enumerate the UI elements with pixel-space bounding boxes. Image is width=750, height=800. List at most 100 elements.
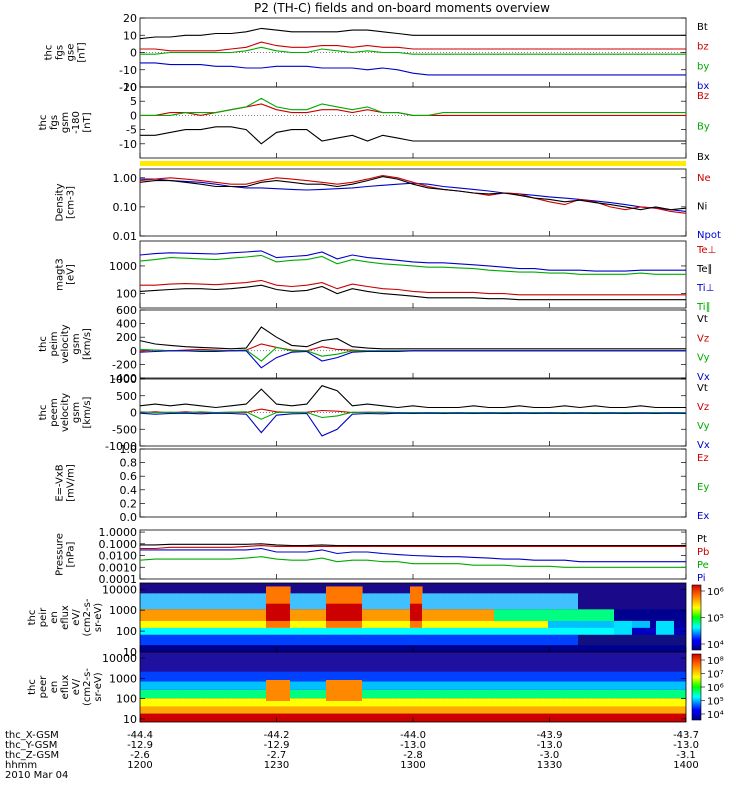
spec-cell	[524, 652, 531, 672]
spec-cell	[164, 681, 171, 690]
spec-cell	[356, 645, 363, 652]
spec-cell	[398, 681, 405, 690]
series-line-1	[140, 545, 686, 550]
series-line-1	[140, 41, 686, 52]
spec-cell	[644, 698, 651, 707]
spec-cell	[242, 706, 249, 714]
spec-cell	[350, 713, 357, 722]
x-row-value: -44.0	[400, 730, 426, 741]
spectrogram-8	[140, 583, 686, 652]
spec-cell	[308, 634, 315, 646]
spec-cell	[626, 689, 633, 699]
spec-cell	[446, 671, 453, 682]
spec-cell	[650, 713, 657, 722]
spec-cell	[266, 680, 273, 701]
spec-cell	[530, 609, 537, 621]
spec-cell	[536, 652, 543, 672]
y-tick-label: 0.01	[113, 230, 138, 243]
spec-cell	[374, 634, 381, 646]
spec-cell	[260, 652, 267, 672]
spec-cell	[242, 689, 249, 699]
spec-cell	[584, 706, 591, 714]
spec-cell	[350, 603, 357, 621]
spec-cell	[584, 652, 591, 672]
spec-cell	[236, 713, 243, 722]
spec-cell	[554, 681, 561, 690]
spec-cell	[386, 713, 393, 722]
spec-cell	[338, 652, 345, 672]
spec-cell	[596, 593, 603, 610]
legend-entry: Ex	[697, 511, 709, 522]
series-line-2	[140, 279, 686, 296]
spec-cell	[494, 593, 501, 610]
spec-cell	[452, 706, 459, 714]
y-tick-label: -10	[119, 64, 137, 77]
spec-cell	[254, 609, 261, 621]
spec-cell	[164, 671, 171, 682]
spec-cell	[380, 609, 387, 621]
spec-cell	[272, 680, 279, 701]
spec-cell	[194, 681, 201, 690]
x-axis-date: 2010 Mar 04	[5, 770, 68, 781]
spec-cell	[290, 671, 297, 682]
spec-cell	[182, 681, 189, 690]
spec-cell	[602, 652, 609, 672]
spec-cell	[194, 706, 201, 714]
spec-cell	[572, 609, 579, 621]
spec-cell	[164, 689, 171, 699]
spec-cell	[308, 698, 315, 707]
series-line-1	[139, 174, 687, 214]
spec-cell	[434, 698, 441, 707]
spec-cell	[464, 698, 471, 707]
y-axis-label: velocity	[60, 393, 71, 432]
spec-cell	[596, 671, 603, 682]
spec-cell	[560, 706, 567, 714]
spec-cell	[230, 609, 237, 621]
panel-frame	[139, 448, 687, 518]
spec-cell	[266, 652, 273, 672]
y-axis-label: en	[49, 611, 60, 624]
spec-cell	[590, 698, 597, 707]
spec-cell	[644, 593, 651, 610]
spec-cell	[512, 698, 519, 707]
spec-cell	[398, 652, 405, 672]
spec-cell	[488, 671, 495, 682]
x-row-value: 1330	[537, 760, 562, 771]
spec-cell	[662, 698, 669, 707]
spec-cell	[554, 689, 561, 699]
spec-cell	[242, 681, 249, 690]
spec-cell	[638, 652, 645, 672]
spec-cell	[602, 593, 609, 610]
spec-cell	[260, 671, 267, 682]
spec-cell	[662, 713, 669, 722]
spec-cell	[404, 593, 411, 610]
spec-cell	[362, 634, 369, 646]
spec-cell	[350, 652, 357, 672]
spec-cell	[638, 645, 645, 652]
spec-cell	[524, 593, 531, 610]
spec-cell	[188, 645, 195, 652]
spec-cell	[674, 671, 681, 682]
spec-cell	[242, 652, 249, 672]
spec-cell	[620, 652, 627, 672]
spec-cell	[140, 698, 147, 707]
spec-cell	[176, 706, 183, 714]
spec-cell	[230, 689, 237, 699]
spec-cell	[572, 671, 579, 682]
spec-cell	[260, 593, 267, 610]
spec-cell	[602, 634, 609, 646]
spec-cell	[182, 645, 189, 652]
spec-cell	[464, 713, 471, 722]
spec-cell	[200, 645, 207, 652]
spec-cell	[440, 698, 447, 707]
spec-cell	[416, 681, 423, 690]
spec-cell	[656, 609, 663, 621]
spec-cell	[422, 634, 429, 646]
spec-cell	[182, 652, 189, 672]
spec-cell	[248, 634, 255, 646]
spec-cell	[506, 609, 513, 621]
spec-cell	[572, 652, 579, 672]
spec-cell	[632, 698, 639, 707]
spec-cell	[176, 593, 183, 610]
spec-cell	[230, 645, 237, 652]
